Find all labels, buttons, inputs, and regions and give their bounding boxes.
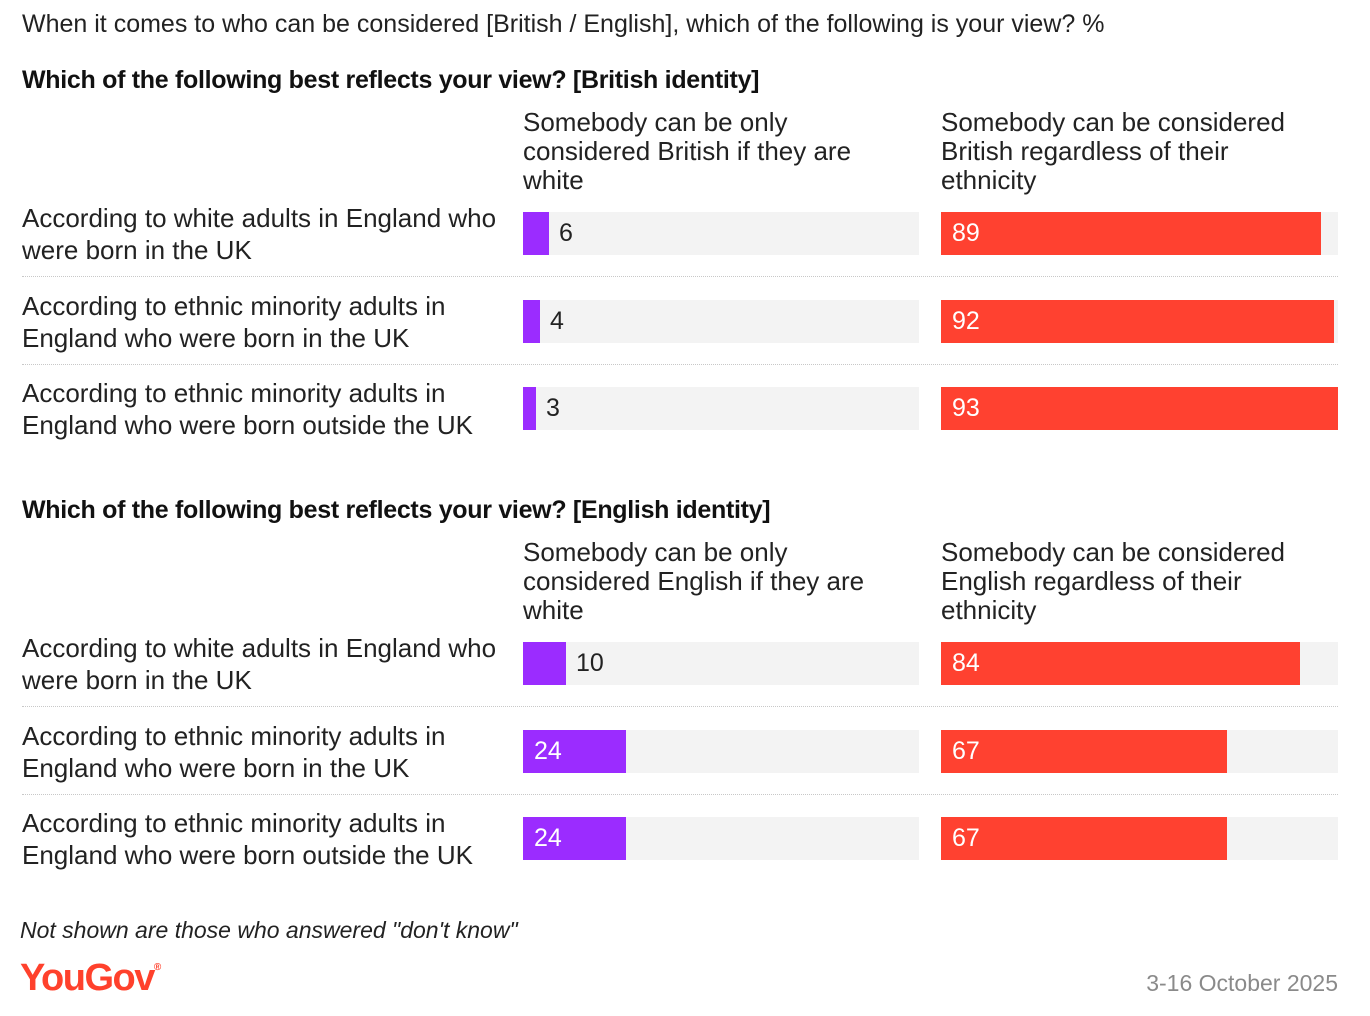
row-divider [22, 794, 1338, 795]
section-title: Which of the following best reflects you… [22, 66, 760, 94]
logo-text: YouGov [20, 957, 155, 999]
category-label: According to ethnic minority adults in E… [22, 378, 473, 440]
data-label: 84 [952, 649, 980, 677]
category-label: According to white adults in England who… [22, 203, 497, 265]
row-divider [22, 364, 1338, 365]
bar-track [523, 642, 919, 685]
series-header: Somebody can be only considered British … [523, 107, 852, 195]
row-divider [22, 276, 1338, 277]
bar [523, 300, 540, 343]
footnote: Not shown are those who answered "don't … [20, 917, 518, 943]
bar [941, 300, 1334, 343]
series-header: Somebody can be considered British regar… [941, 107, 1286, 195]
bar [523, 817, 626, 860]
data-label: 67 [952, 737, 980, 765]
registered-mark-icon: ® [153, 962, 162, 974]
category-label: According to ethnic minority adults in E… [22, 291, 446, 353]
data-label: 93 [952, 394, 980, 422]
bar [523, 212, 549, 255]
bar [941, 387, 1338, 430]
series-header: Somebody can be considered English regar… [941, 537, 1286, 625]
data-label: 67 [952, 824, 980, 852]
bar [523, 730, 626, 773]
data-label: 24 [534, 737, 562, 765]
series-header: Somebody can be only considered English … [523, 537, 865, 625]
bar-track [523, 212, 919, 255]
chart-title: When it comes to who can be considered [… [22, 10, 1105, 38]
category-label: According to ethnic minority adults in E… [22, 721, 446, 783]
bar [941, 642, 1300, 685]
category-label: According to white adults in England who… [22, 633, 497, 695]
survey-date: 3-16 October 2025 [1146, 970, 1338, 996]
yougov-logo: YouGov® [20, 957, 161, 1000]
bar [941, 212, 1321, 255]
data-label: 6 [559, 219, 573, 247]
bar [523, 387, 536, 430]
section-title: Which of the following best reflects you… [22, 496, 771, 524]
bar-track [523, 387, 919, 430]
data-label: 92 [952, 307, 980, 335]
bar [941, 817, 1227, 860]
data-label: 89 [952, 219, 980, 247]
data-label: 24 [534, 824, 562, 852]
bar-track [523, 300, 919, 343]
row-divider [22, 706, 1338, 707]
category-label: According to ethnic minority adults in E… [22, 808, 473, 870]
data-label: 4 [550, 307, 564, 335]
data-label: 10 [576, 649, 604, 677]
data-label: 3 [546, 394, 560, 422]
bar [523, 642, 566, 685]
bar [941, 730, 1227, 773]
